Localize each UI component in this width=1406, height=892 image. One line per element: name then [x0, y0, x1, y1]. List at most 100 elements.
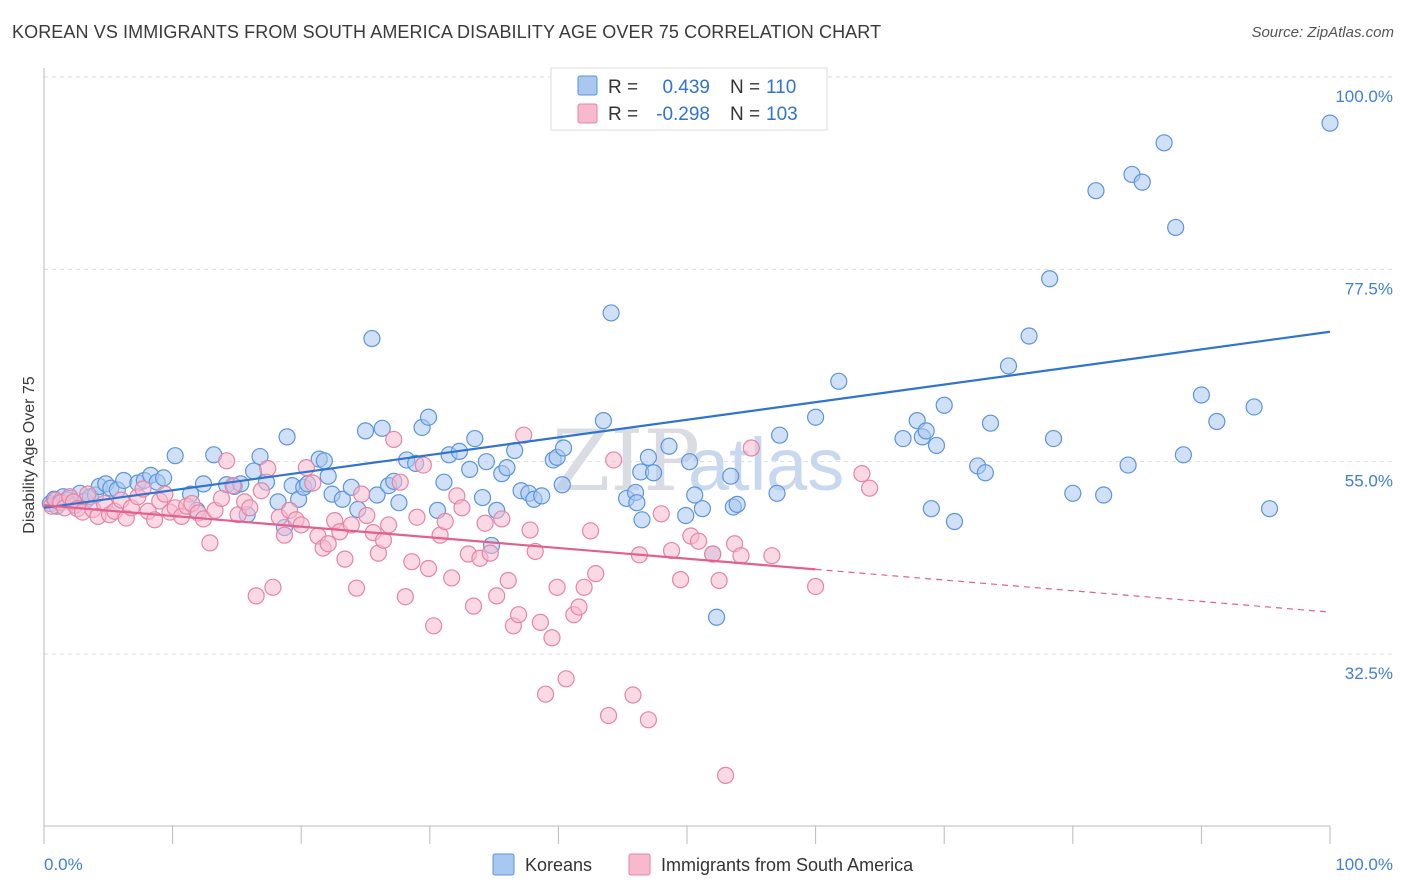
korean-point — [419, 408, 438, 426]
immigrant-point — [241, 499, 259, 517]
immigrant-point — [247, 587, 265, 605]
korean-point — [363, 329, 381, 348]
korean-point — [722, 467, 740, 485]
immigrant-point — [436, 512, 454, 531]
korean-point — [498, 459, 516, 477]
korean-point — [1064, 484, 1082, 502]
immigrant-point — [264, 578, 282, 596]
korean-point — [639, 448, 658, 466]
immigrant-point — [732, 547, 750, 565]
watermark-atlas: atlas — [688, 423, 844, 506]
korean-point — [981, 414, 1000, 432]
korean-point — [1155, 134, 1173, 152]
korean-point — [356, 422, 375, 440]
legend-r-value: -0.298 — [656, 104, 710, 125]
korean-point — [830, 372, 848, 390]
korean-point — [728, 495, 746, 514]
immigrant-point — [671, 571, 690, 589]
immigrant-point — [319, 535, 337, 553]
korean-trend-line — [43, 330, 1331, 509]
immigrant-point — [224, 477, 242, 495]
chart-title: KOREAN VS IMMIGRANTS FROM SOUTH AMERICA … — [12, 22, 882, 42]
legend-n-label: N = — [730, 104, 760, 125]
korean-point — [1260, 500, 1279, 518]
immigrant-point — [380, 516, 398, 534]
immigrant-point — [543, 629, 561, 647]
y-tick-label: 100.0% — [1335, 87, 1393, 106]
immigrant-point — [336, 550, 354, 568]
immigrant-point — [587, 565, 605, 583]
bottom-legend-swatch-immigrants — [628, 853, 651, 876]
korean-point — [315, 452, 333, 470]
korean-point — [194, 475, 213, 493]
immigrant-point — [464, 597, 483, 615]
korean-point — [1020, 327, 1038, 345]
immigrant-point — [605, 451, 623, 469]
bottom-legend-swatch-koreans — [492, 853, 515, 876]
immigrant-point — [536, 685, 555, 703]
legend-n-label: N = — [730, 77, 760, 98]
korean-point — [1095, 486, 1113, 504]
immigrant-point — [662, 541, 681, 560]
immigrant-point — [396, 588, 414, 606]
legend-swatch-immigrants — [577, 103, 598, 124]
korean-point — [154, 469, 173, 487]
korean-point — [633, 511, 651, 529]
immigrant-point — [639, 711, 658, 729]
immigrant-trend-line — [43, 504, 816, 571]
immigrant-point — [259, 459, 277, 478]
immigrant-point — [481, 544, 499, 562]
korean-point — [945, 512, 964, 531]
y-tick-label: 32.5% — [1345, 664, 1393, 683]
immigrant-point — [557, 670, 575, 688]
immigrant-point — [408, 508, 426, 526]
grid-layer — [44, 76, 1394, 655]
korean-point — [466, 429, 484, 448]
korean-point — [680, 453, 699, 471]
immigrant-trend-extension — [815, 568, 1331, 613]
korean-point — [1321, 114, 1339, 132]
korean-point — [1041, 270, 1059, 288]
immigrant-point — [419, 559, 438, 578]
immigrant-point — [570, 598, 588, 616]
immigrant-point — [218, 452, 236, 470]
immigrant-point — [499, 571, 517, 590]
immigrant-point — [304, 474, 322, 492]
x-tick-label: 0.0% — [44, 855, 83, 874]
korean-point — [435, 473, 453, 491]
korean-point — [373, 419, 391, 437]
korean-point — [553, 476, 571, 494]
immigrant-point — [704, 545, 722, 563]
immigrant-point — [599, 706, 618, 725]
korean-point — [644, 464, 663, 482]
legend-n-value: 103 — [766, 104, 798, 125]
immigrant-point — [493, 510, 511, 528]
immigrant-point — [347, 579, 366, 597]
korean-point — [628, 494, 646, 512]
bottom-legend-immigrants: Immigrants from South America — [661, 855, 914, 875]
immigrant-point — [763, 547, 781, 565]
immigrant-point — [201, 534, 219, 552]
korean-point — [333, 490, 351, 508]
korean-point — [1167, 218, 1185, 237]
immigrant-point — [425, 617, 443, 635]
korean-point — [533, 487, 551, 505]
korean-point — [917, 422, 935, 440]
korean-point — [976, 464, 994, 482]
korean-point — [390, 494, 408, 512]
korean-point — [770, 426, 789, 444]
top-legend: R = 0.439 N = 110 R = -0.298 N = 103 — [550, 67, 828, 131]
korean-point — [477, 453, 495, 471]
immigrant-point — [575, 578, 593, 596]
korean-point — [115, 471, 133, 490]
immigrant-point — [403, 553, 421, 571]
korean-point — [894, 429, 912, 448]
korean-point — [1245, 398, 1263, 416]
immigrant-point — [476, 514, 494, 532]
korean-point — [166, 447, 184, 465]
legend-n-value: 110 — [766, 77, 796, 98]
korean-point — [999, 357, 1018, 375]
immigrant-point — [453, 499, 471, 517]
immigrant-point — [374, 531, 393, 549]
